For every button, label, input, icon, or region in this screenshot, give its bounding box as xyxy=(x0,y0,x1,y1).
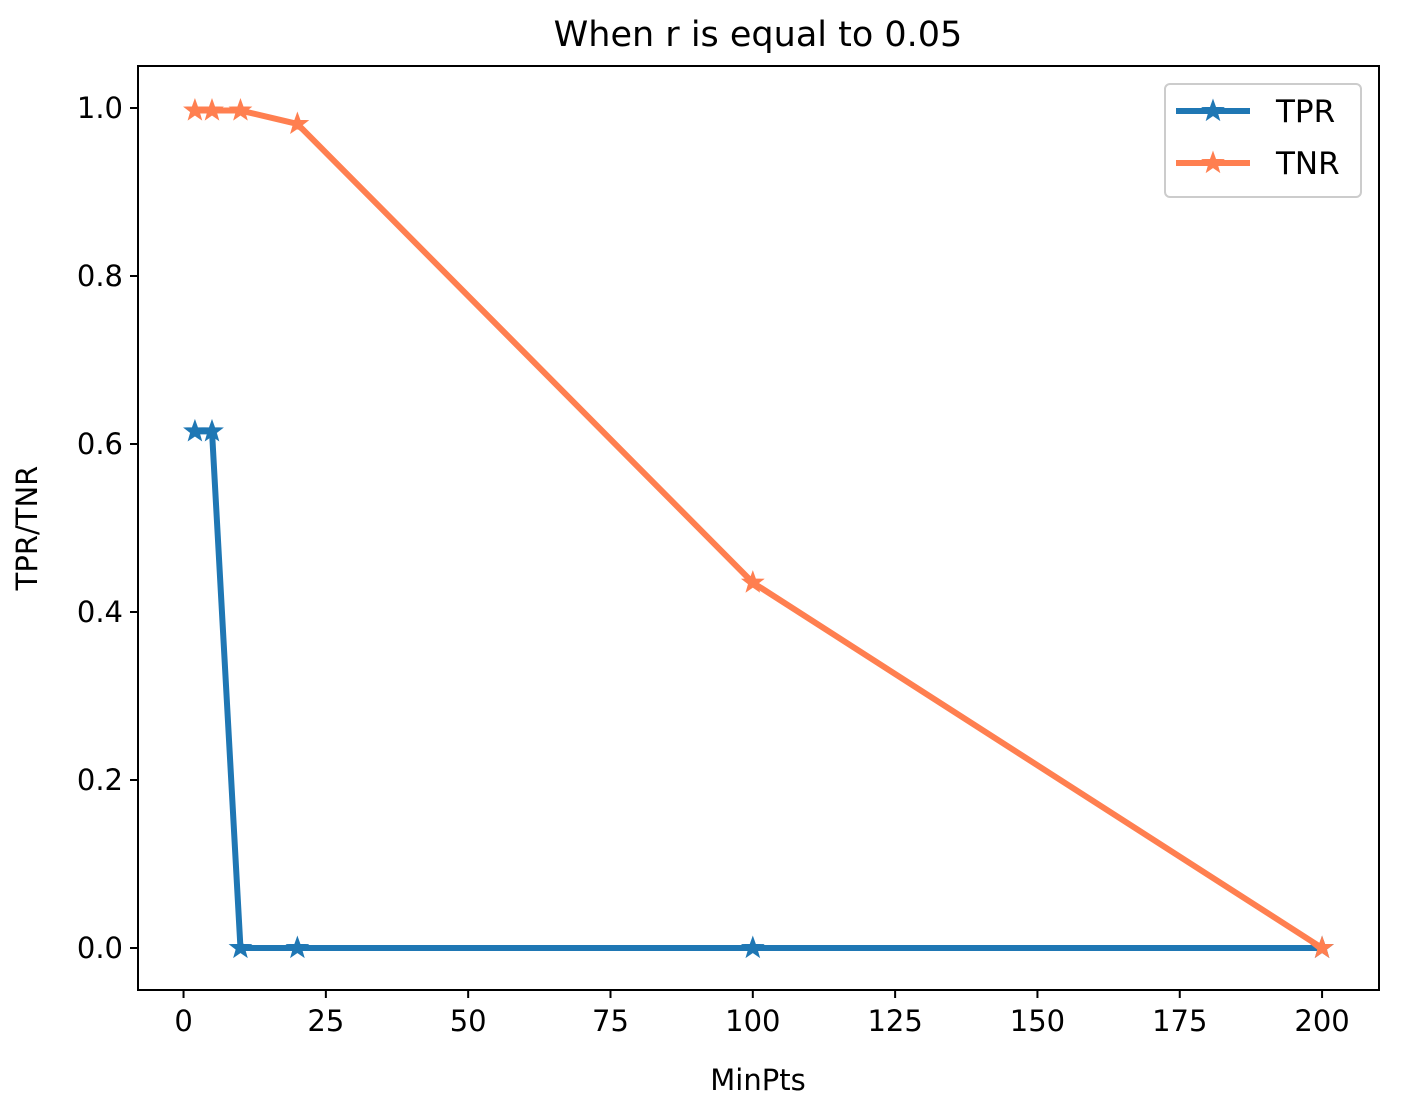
y-tick-label: 0.6 xyxy=(77,427,123,461)
y-tick-label: 0.8 xyxy=(77,259,123,293)
legend-marker xyxy=(1201,150,1225,174)
y-tick-label: 0.4 xyxy=(77,595,123,629)
legend-item-tnr: TNR xyxy=(1176,146,1340,182)
data-point-tnr xyxy=(285,111,310,135)
x-tick-label: 175 xyxy=(1152,1004,1207,1038)
x-tick-label: 75 xyxy=(592,1004,629,1038)
y-tick-label: 1.0 xyxy=(77,91,123,125)
data-point-tnr xyxy=(228,98,253,121)
series-layer xyxy=(183,98,1334,959)
data-point-tnr xyxy=(740,570,765,593)
plot-area xyxy=(137,65,1380,991)
y-axis-label: TPR/TNR xyxy=(10,466,44,592)
data-point-tpr xyxy=(285,935,310,959)
data-point-tpr xyxy=(740,935,765,959)
x-tick-label: 25 xyxy=(307,1004,344,1038)
x-tick-label: 150 xyxy=(1010,1004,1065,1038)
y-tick-label: 0.0 xyxy=(77,931,123,965)
data-point-tpr xyxy=(200,418,224,442)
x-tick-label: 0 xyxy=(174,1004,192,1038)
x-axis-label: MinPts xyxy=(710,1063,805,1097)
x-tick-label: 200 xyxy=(1294,1004,1349,1038)
x-tick-label: 100 xyxy=(725,1004,780,1038)
x-axis: 0 25 50 75 100 125 150 175 200 xyxy=(174,990,1350,1038)
chart-title: When r is equal to 0.05 xyxy=(554,15,963,55)
data-point-tnr xyxy=(200,98,224,121)
legend-label: TPR xyxy=(1275,94,1335,130)
y-tick-label: 0.2 xyxy=(77,763,123,797)
legend-item-tpr: TPR xyxy=(1176,94,1335,130)
data-point-tpr xyxy=(228,935,253,959)
legend-label: TNR xyxy=(1275,146,1340,182)
y-axis: 0.0 0.2 0.4 0.6 0.8 1.0 xyxy=(77,91,138,965)
x-tick-label: 125 xyxy=(867,1004,922,1038)
legend-marker xyxy=(1201,98,1225,122)
data-point-tnr xyxy=(1310,935,1334,959)
series-tnr xyxy=(183,98,1334,959)
legend: TPR TNR xyxy=(1164,83,1362,198)
x-tick-label: 50 xyxy=(450,1004,487,1038)
